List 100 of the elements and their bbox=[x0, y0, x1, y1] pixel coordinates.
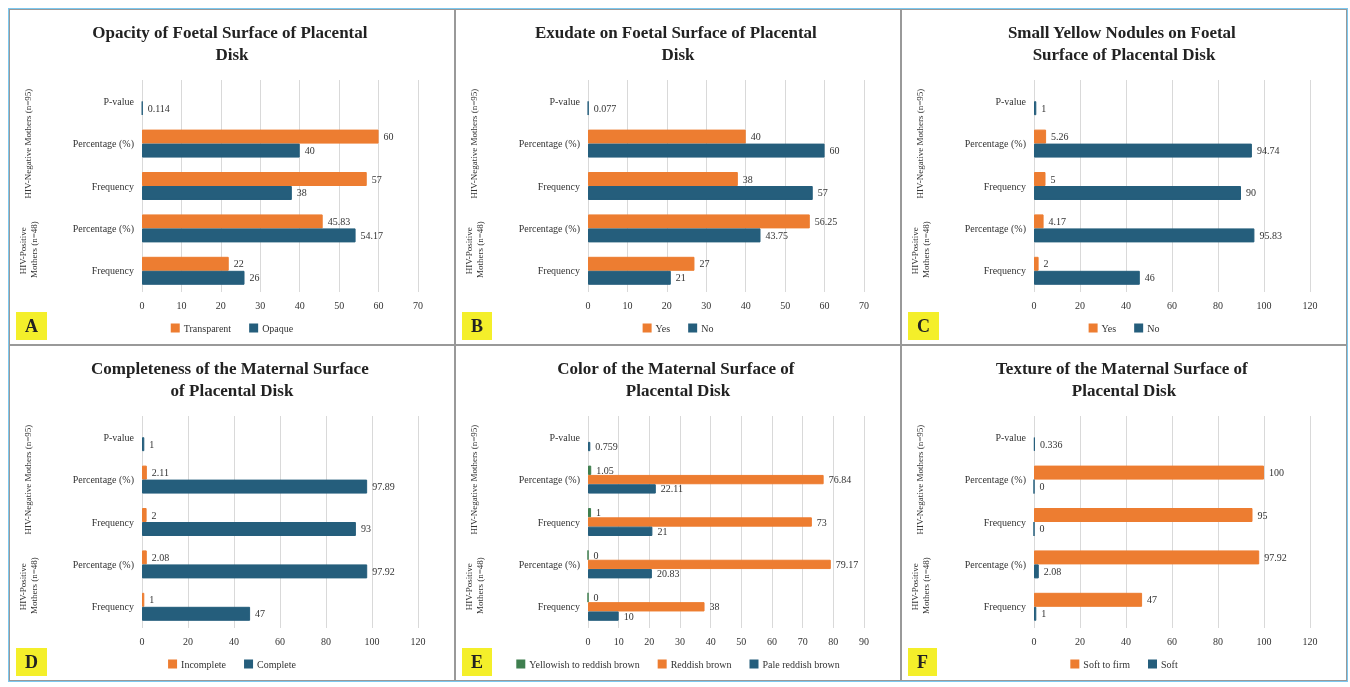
data-label: 2.11 bbox=[151, 467, 169, 479]
x-tick-label: 120 bbox=[1302, 635, 1318, 647]
chart-title: Small Yellow Nodules on Foetal Surface of Placental Disk bbox=[1007, 22, 1241, 64]
text: E bbox=[471, 652, 484, 672]
data-label: 47 bbox=[1147, 594, 1158, 606]
x-tick-label: 20 bbox=[1075, 635, 1085, 647]
x-tick-label: 60 bbox=[1167, 635, 1177, 647]
x-tick-label: 100 bbox=[1256, 635, 1272, 647]
y-tick-label: Frequency bbox=[91, 265, 134, 277]
x-tick-label: 40 bbox=[229, 635, 239, 647]
x-tick-label: 70 bbox=[413, 299, 423, 311]
bar bbox=[1034, 143, 1252, 158]
text: HIV-Positive Mothers (n=48) bbox=[463, 221, 485, 279]
data-label: 5 bbox=[1050, 173, 1056, 185]
x-tick-label: 90 bbox=[859, 635, 869, 647]
x-tick-label: 40 bbox=[294, 299, 305, 311]
x-tick-label: 30 bbox=[675, 635, 685, 647]
x-tick-label: 0 bbox=[139, 299, 145, 311]
text: HIV-Negative Mothers (n=95) bbox=[915, 88, 925, 199]
y-tick-label: P-value bbox=[549, 431, 581, 443]
x-tick-label: 10 bbox=[176, 299, 187, 311]
y-tick-label: Percentage (%) bbox=[964, 222, 1026, 235]
x-tick-label: 0 bbox=[139, 635, 145, 647]
legend-label: Incomplete bbox=[181, 658, 227, 670]
data-label: 73 bbox=[816, 516, 827, 528]
x-tick-label: 80 bbox=[828, 635, 839, 647]
text: HIV-Negative Mothers (n=95) bbox=[469, 424, 479, 535]
text: D bbox=[25, 652, 38, 672]
x-tick-label: 0 bbox=[585, 299, 591, 311]
bar bbox=[1034, 508, 1253, 522]
bar bbox=[588, 270, 671, 285]
y-tick-label: Frequency bbox=[91, 516, 134, 528]
data-label: 10 bbox=[623, 610, 634, 622]
data-label: 38 bbox=[709, 601, 720, 613]
bar bbox=[588, 508, 592, 518]
x-tick-label: 70 bbox=[797, 635, 808, 647]
bar bbox=[1034, 564, 1039, 579]
data-label: 5.26 bbox=[1051, 131, 1069, 143]
y-tick-label: Frequency bbox=[91, 180, 134, 192]
x-tick-label: 50 bbox=[334, 299, 345, 311]
x-tick-label: 60 bbox=[819, 299, 830, 311]
data-label: 0.336 bbox=[1039, 438, 1063, 450]
bar bbox=[588, 484, 656, 494]
y-tick-label: Frequency bbox=[983, 180, 1026, 192]
bar bbox=[142, 129, 379, 144]
bar bbox=[1034, 228, 1255, 243]
chart-title: Opacity of Foetal Surface of Placental Disk bbox=[92, 22, 372, 64]
y-tick-label: Frequency bbox=[537, 601, 580, 613]
data-label: 40 bbox=[304, 145, 315, 157]
x-tick-label: 80 bbox=[1213, 635, 1223, 647]
y-tick-label: Frequency bbox=[537, 265, 580, 277]
text: HIV-Negative Mothers (n=95) bbox=[469, 88, 479, 199]
data-label: 60 bbox=[383, 131, 394, 143]
text: HIV-Negative Mothers (n=95) bbox=[23, 88, 33, 199]
bar bbox=[142, 465, 147, 480]
text: HIV-Negative Mothers (n=95) bbox=[23, 424, 33, 535]
data-label: 20.83 bbox=[656, 568, 680, 580]
bar bbox=[588, 602, 705, 612]
x-tick-label: 40 bbox=[1121, 299, 1131, 311]
x-tick-label: 0 bbox=[1031, 635, 1037, 647]
y-tick-label: Frequency bbox=[91, 601, 134, 613]
data-label: 2.08 bbox=[1043, 565, 1062, 577]
data-label: 97.92 bbox=[372, 565, 395, 577]
data-label: 38 bbox=[296, 187, 307, 199]
data-label: 57 bbox=[817, 187, 828, 199]
x-tick-label: 70 bbox=[859, 299, 869, 311]
bar bbox=[588, 517, 812, 527]
y-tick-label: Frequency bbox=[983, 516, 1026, 528]
bar bbox=[588, 256, 695, 271]
bar bbox=[142, 564, 368, 579]
chart-title: Texture of the Maternal Surface of Placental Disk bbox=[996, 358, 1252, 400]
x-tick-label: 60 bbox=[1167, 299, 1177, 311]
bar bbox=[1034, 465, 1264, 480]
data-label: 60 bbox=[829, 145, 840, 157]
data-label: 40 bbox=[750, 131, 761, 143]
data-label: 0 bbox=[593, 591, 599, 603]
legend-label: Transparent bbox=[183, 322, 232, 334]
data-label: 97.92 bbox=[1264, 551, 1287, 563]
y-tick-label: Percentage (%) bbox=[72, 558, 134, 571]
text: C bbox=[917, 316, 930, 336]
data-label: 90 bbox=[1246, 187, 1256, 199]
data-label: 95 bbox=[1257, 509, 1268, 521]
y-tick-label: P-value bbox=[995, 95, 1027, 107]
bar bbox=[142, 186, 292, 200]
bar bbox=[142, 228, 356, 243]
x-tick-label: 40 bbox=[705, 635, 716, 647]
x-tick-label: 80 bbox=[321, 635, 331, 647]
data-label: 0 bbox=[593, 549, 599, 561]
data-label: 1 bbox=[149, 438, 155, 450]
data-label: 1 bbox=[596, 507, 602, 519]
bar bbox=[588, 186, 813, 200]
data-label: 4.17 bbox=[1048, 215, 1067, 227]
legend-label: No bbox=[1147, 322, 1160, 334]
data-label: 76.84 bbox=[828, 474, 852, 486]
chart-title: Completeness of the Maternal Surface of Placental Disk bbox=[91, 358, 373, 400]
y-tick-label: Frequency bbox=[537, 180, 580, 192]
x-tick-label: 80 bbox=[1213, 299, 1223, 311]
bar bbox=[1034, 550, 1260, 565]
data-label: 45.83 bbox=[327, 215, 351, 227]
bar bbox=[1034, 592, 1143, 607]
